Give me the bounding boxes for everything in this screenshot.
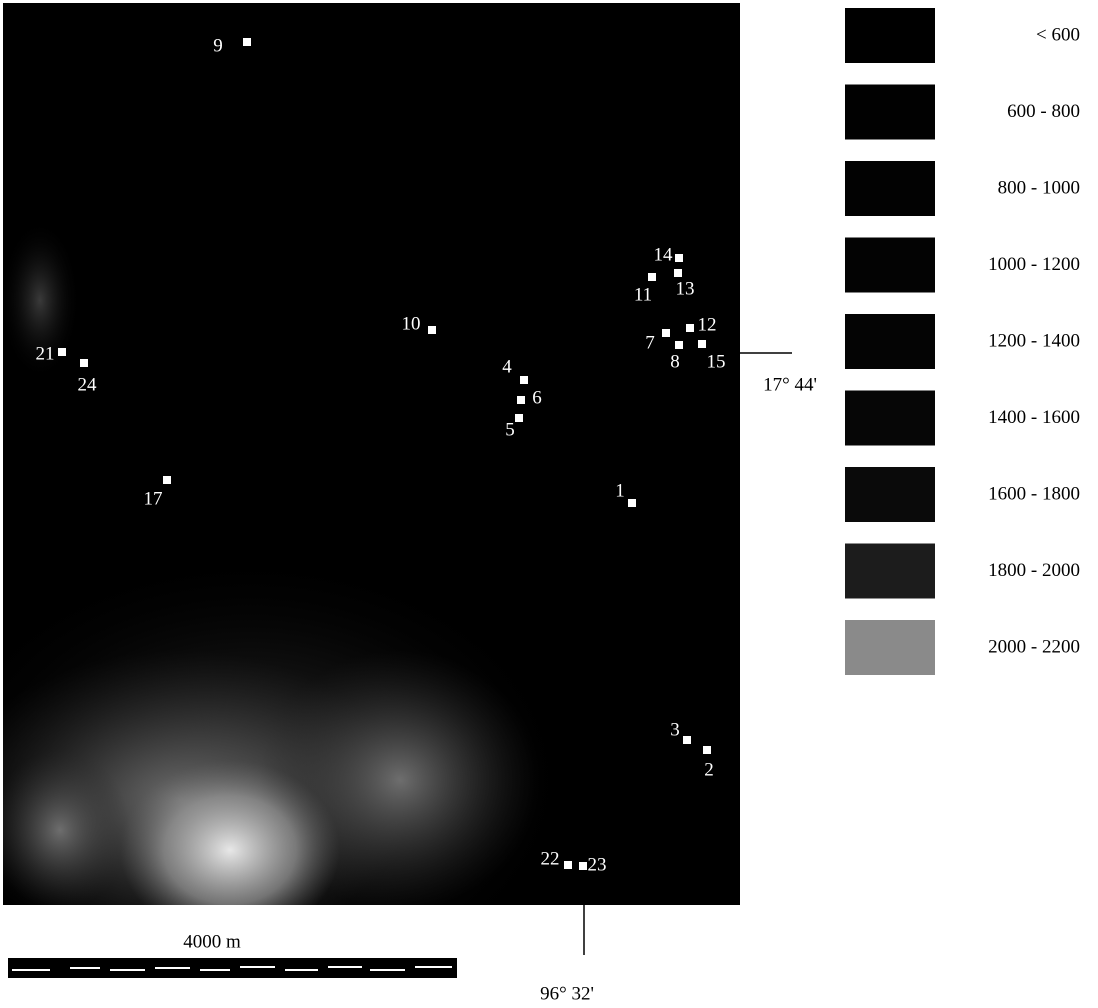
- sample-site: [703, 746, 711, 754]
- legend-label: 1600 - 1800: [988, 483, 1080, 504]
- legend-label: 1800 - 2000: [988, 560, 1080, 581]
- sample-site: [674, 269, 682, 277]
- legend-label: 800 - 1000: [998, 177, 1080, 198]
- site-label: 8: [670, 351, 680, 372]
- site-label: 10: [402, 313, 421, 334]
- sample-site: [243, 38, 251, 46]
- scale-bar: 4000 m: [8, 931, 457, 978]
- sample-site: [683, 736, 691, 744]
- longitude-label: 96° 32': [540, 983, 594, 1003]
- sample-site: [517, 396, 525, 404]
- legend-swatch: [845, 8, 935, 63]
- legend-swatch: [845, 238, 935, 293]
- sample-site: [675, 341, 683, 349]
- legend-label: 2000 - 2200: [988, 636, 1080, 657]
- site-label: 11: [634, 284, 652, 305]
- legend-swatch: [845, 544, 935, 599]
- legend-swatch: [845, 467, 935, 522]
- site-label: 7: [645, 332, 655, 353]
- legend-label: < 600: [1036, 24, 1080, 45]
- site-label: 9: [213, 35, 223, 56]
- sample-site: [686, 324, 694, 332]
- sample-site: [662, 329, 670, 337]
- legend-swatch: [845, 161, 935, 216]
- site-label: 22: [541, 848, 560, 869]
- site-label: 1: [615, 480, 625, 501]
- site-label: 23: [588, 854, 607, 875]
- sample-site: [564, 861, 572, 869]
- legend-label: 600 - 800: [1007, 101, 1080, 122]
- legend-label: 1400 - 1600: [988, 407, 1080, 428]
- sample-site: [520, 376, 528, 384]
- scale-bar-label: 4000 m: [183, 931, 241, 952]
- site-label: 4: [502, 356, 512, 377]
- sample-site: [648, 273, 656, 281]
- legend-swatch: [845, 314, 935, 369]
- sample-site: [515, 414, 523, 422]
- sample-site: [58, 348, 66, 356]
- site-label: 24: [78, 374, 98, 395]
- legend-swatch: [845, 620, 935, 675]
- site-label: 2: [704, 759, 714, 780]
- latitude-label: 17° 44': [763, 374, 817, 395]
- site-label: 6: [532, 387, 542, 408]
- site-label: 13: [676, 278, 695, 299]
- site-label: 14: [654, 244, 674, 265]
- site-label: 5: [505, 419, 515, 440]
- legend-swatch: [845, 85, 935, 140]
- page: {"map": { "points": [ {"label": "9"}, {"…: [0, 0, 1098, 1003]
- sample-site: [80, 359, 88, 367]
- site-label: 3: [670, 719, 680, 740]
- legend-swatch: [845, 391, 935, 446]
- sample-site: [428, 326, 436, 334]
- sample-site: [675, 254, 683, 262]
- sample-site: [163, 476, 171, 484]
- sample-site: [579, 862, 587, 870]
- map-figure: 17° 44' 96° 32' 4000 m 91411131071281521…: [0, 0, 1098, 1003]
- legend-label: 1000 - 1200: [988, 254, 1080, 275]
- site-label: 21: [36, 343, 55, 364]
- sample-site: [628, 499, 636, 507]
- site-label: 12: [698, 314, 717, 335]
- site-label: 15: [707, 351, 726, 372]
- legend-label: 1200 - 1400: [988, 330, 1080, 351]
- sample-site: [698, 340, 706, 348]
- site-label: 17: [144, 488, 163, 509]
